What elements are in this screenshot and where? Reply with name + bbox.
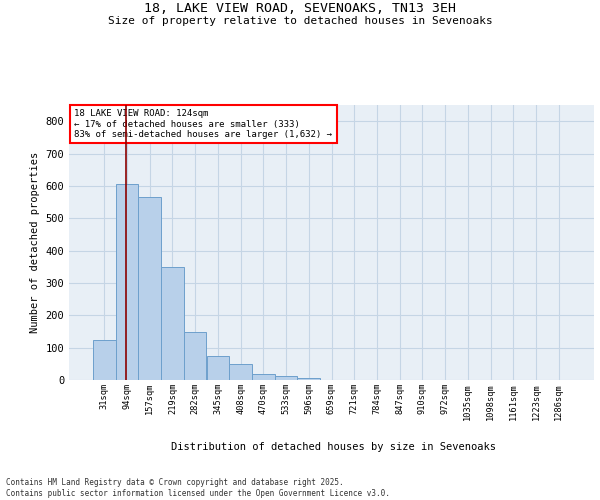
Text: Size of property relative to detached houses in Sevenoaks: Size of property relative to detached ho… xyxy=(107,16,493,26)
Bar xyxy=(184,332,206,380)
Y-axis label: Number of detached properties: Number of detached properties xyxy=(30,152,40,333)
Bar xyxy=(161,267,184,380)
Text: 18, LAKE VIEW ROAD, SEVENOAKS, TN13 3EH: 18, LAKE VIEW ROAD, SEVENOAKS, TN13 3EH xyxy=(144,2,456,16)
Bar xyxy=(206,356,229,380)
Bar xyxy=(116,184,139,380)
Bar xyxy=(139,197,161,380)
Bar xyxy=(298,378,320,380)
Bar xyxy=(229,364,252,380)
Text: Contains HM Land Registry data © Crown copyright and database right 2025.
Contai: Contains HM Land Registry data © Crown c… xyxy=(6,478,390,498)
Bar xyxy=(275,376,298,380)
Text: Distribution of detached houses by size in Sevenoaks: Distribution of detached houses by size … xyxy=(170,442,496,452)
Bar xyxy=(252,374,275,380)
Text: 18 LAKE VIEW ROAD: 124sqm
← 17% of detached houses are smaller (333)
83% of semi: 18 LAKE VIEW ROAD: 124sqm ← 17% of detac… xyxy=(74,109,332,139)
Bar xyxy=(93,340,116,380)
